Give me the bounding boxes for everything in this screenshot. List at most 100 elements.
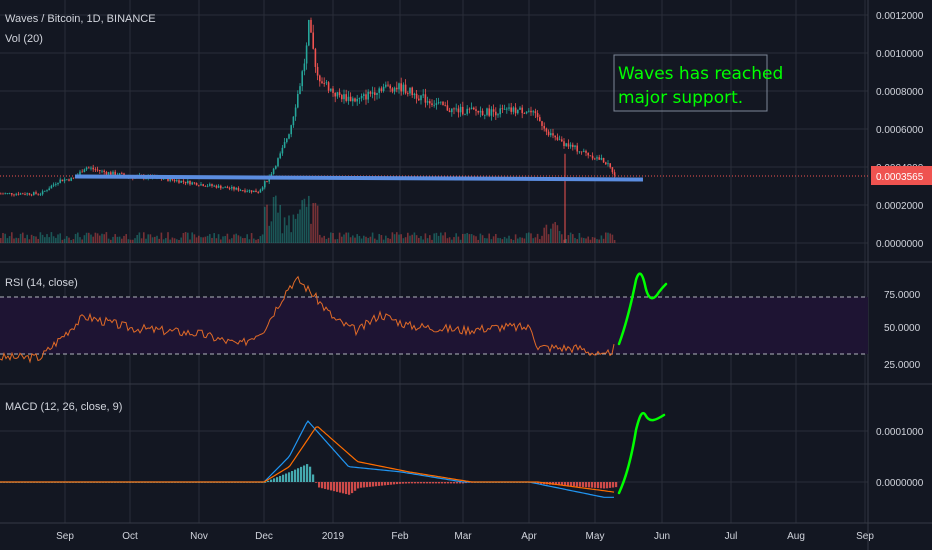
candle-body [402, 84, 405, 92]
candle-body [451, 108, 453, 113]
candle-body [308, 19, 310, 46]
candle-body [380, 88, 383, 91]
volume-bar [369, 236, 372, 243]
candle-body [404, 84, 407, 94]
annotation-box[interactable]: Waves has reached major support. [613, 54, 783, 112]
volume-bars [0, 195, 616, 243]
last-price-value: 0.0003565 [876, 172, 924, 183]
rsi-tick: 50.0000 [884, 323, 921, 334]
volume-bar [378, 233, 380, 243]
candle [46, 189, 48, 193]
candle [90, 166, 92, 171]
candle [288, 133, 290, 140]
annotation-line-1: Waves has reached [618, 64, 783, 84]
volume-bar [268, 225, 270, 243]
volume-bar [297, 213, 299, 243]
volume-bar [398, 234, 400, 243]
macd-histogram-bar [327, 482, 330, 490]
candle-body [398, 83, 400, 90]
volume-bar [147, 234, 149, 243]
candle-body [534, 111, 537, 114]
volume-bar [332, 233, 334, 243]
price-candles[interactable] [0, 17, 616, 243]
macd-histogram-bar [297, 468, 300, 482]
macd-histogram-bar [441, 482, 444, 484]
candle-body [367, 91, 369, 100]
candle [101, 169, 103, 174]
volume-bar [13, 238, 15, 243]
support-line[interactable] [74, 174, 644, 182]
candle-body [198, 185, 200, 187]
candle-body [235, 187, 237, 190]
volume-bar [264, 206, 266, 243]
candle [510, 102, 512, 115]
candle [563, 138, 565, 149]
macd-histogram-bar [378, 482, 381, 486]
candle [508, 103, 510, 111]
time-tick: Jun [654, 531, 670, 542]
volume-bar [294, 218, 297, 243]
candle [281, 144, 284, 156]
candle-body [292, 116, 295, 126]
candle-body [473, 107, 475, 110]
candle [380, 86, 383, 93]
macd-histogram-bar [282, 474, 285, 482]
volume-bar [459, 239, 462, 243]
candle [198, 184, 200, 187]
volume-bar [356, 234, 358, 243]
volume-bar [176, 239, 178, 243]
volume-bar [30, 234, 33, 243]
macd-histogram-bar [561, 482, 564, 486]
volume-bar [407, 232, 409, 243]
macd-histogram-bar [342, 482, 345, 494]
candle [457, 105, 460, 118]
candle-body [536, 113, 539, 118]
candle-body [6, 193, 9, 194]
volume-bar [556, 225, 559, 243]
candle [442, 101, 444, 106]
candle [121, 171, 123, 175]
volume-bar [292, 214, 295, 243]
volume-bar [578, 233, 581, 243]
volume-bar [409, 235, 411, 243]
candle-body [356, 98, 358, 102]
candle-body [107, 172, 110, 175]
volume-bar [253, 238, 255, 243]
candle [66, 179, 68, 181]
candle-body [15, 193, 17, 195]
candle [552, 128, 554, 139]
macd-histogram-bar [459, 482, 462, 484]
candle-body [248, 190, 251, 192]
volume-bar [594, 237, 596, 243]
candle-body [462, 106, 464, 115]
candle [378, 86, 380, 99]
macd-histogram-bar [429, 482, 432, 484]
candle-body [277, 158, 279, 167]
rsi-band-fill [0, 297, 868, 354]
candle [244, 188, 246, 194]
candle [178, 178, 180, 184]
candle-body [420, 95, 422, 101]
candle [191, 181, 193, 186]
candle [277, 157, 279, 168]
candle-body [4, 193, 6, 195]
candle-body [484, 114, 486, 116]
volume-bar [420, 236, 422, 243]
candle-body [587, 152, 589, 156]
candle-body [492, 109, 495, 112]
candle [536, 110, 539, 121]
candle [415, 90, 418, 104]
volume-bar [580, 237, 583, 243]
candle-body [369, 91, 372, 94]
candle-body [596, 157, 598, 159]
candle [17, 191, 20, 196]
macd-axis: 0.0001000 0.0000000 [876, 427, 924, 489]
volume-bar [492, 236, 495, 243]
volume-bar [257, 239, 259, 243]
time-tick: Apr [521, 531, 537, 542]
candle [418, 95, 420, 102]
candle-body [279, 153, 281, 159]
candle [200, 181, 202, 186]
